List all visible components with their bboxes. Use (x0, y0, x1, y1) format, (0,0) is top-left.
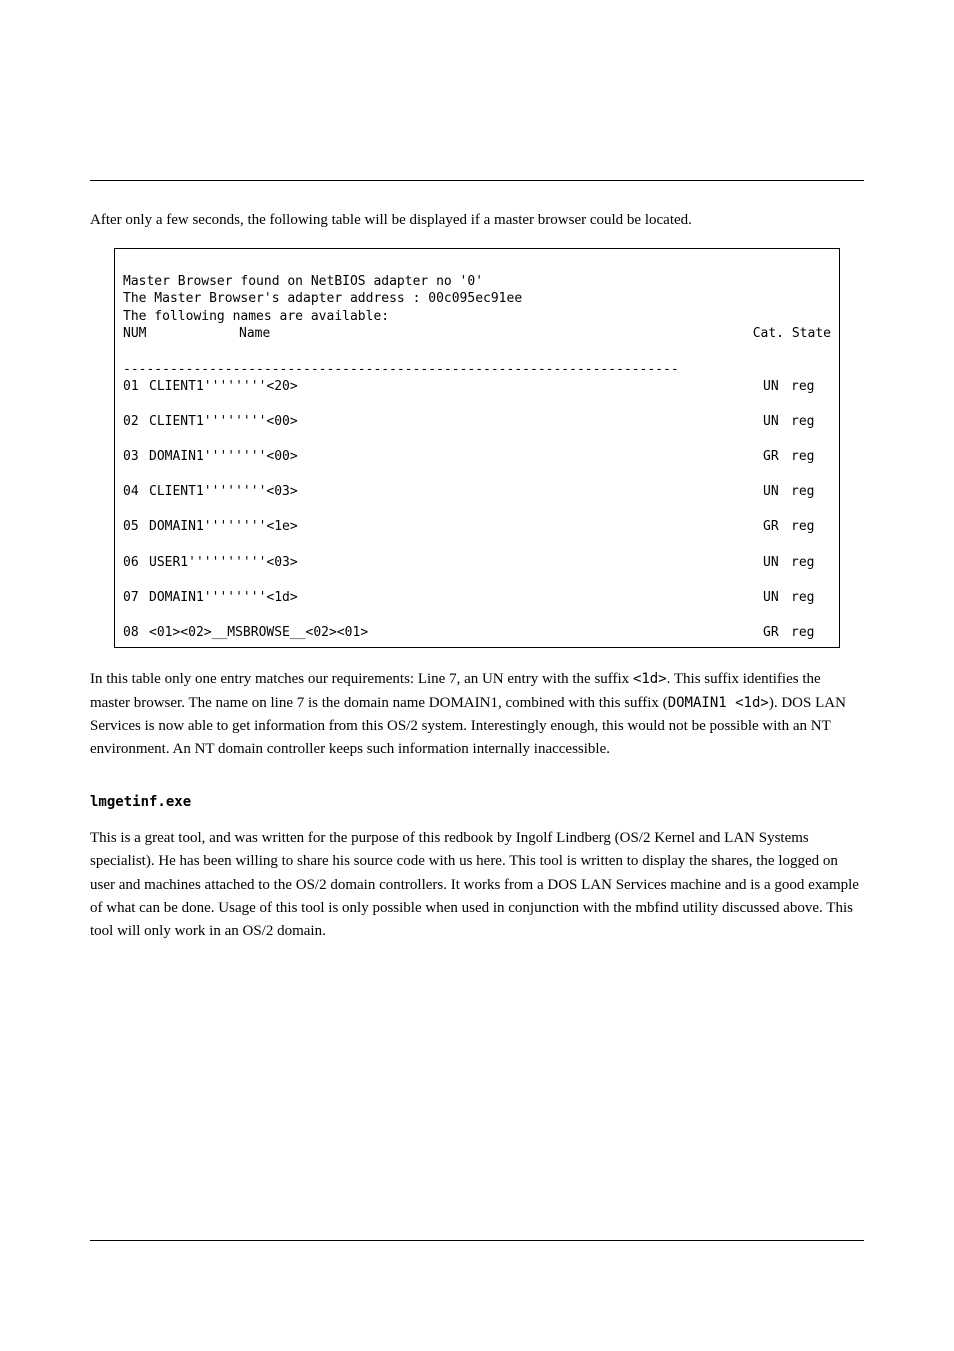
row-num: 05 (123, 518, 149, 536)
row-num: 01 (123, 378, 149, 396)
hdr-catstate: Cat. State (741, 325, 831, 343)
table-row: 06 USER1''''''''''<03>UN reg (123, 554, 831, 572)
table-row: 03 DOMAIN1''''''''<00>GR reg (123, 448, 831, 466)
hdr-num: NUM (123, 325, 149, 343)
codebox-rule: ----------------------------------------… (123, 362, 679, 377)
row-name: <01><02>__MSBROWSE__<02><01> (149, 624, 763, 642)
row-cat: UN (763, 554, 791, 572)
row-name: DOMAIN1''''''''<1e> (149, 518, 763, 536)
row-state: reg (791, 518, 831, 536)
row-num: 07 (123, 589, 149, 607)
table-row: 05 DOMAIN1''''''''<1e>GR reg (123, 518, 831, 536)
tool-heading: lmgetinf.exe (90, 791, 864, 813)
explain-para-2: This is a great tool, and was written fo… (90, 827, 864, 943)
row-state: reg (791, 483, 831, 501)
row-state: reg (791, 378, 831, 396)
row-num: 08 (123, 624, 149, 642)
row-cat: GR (763, 448, 791, 466)
tool-name: lmgetinf.exe (90, 794, 191, 810)
page-root: After only a few seconds, the following … (0, 0, 954, 1351)
row-state: reg (791, 448, 831, 466)
row-name: CLIENT1''''''''<03> (149, 483, 763, 501)
bottom-rule (90, 1240, 864, 1241)
netbios-table: Master Browser found on NetBIOS adapter … (114, 248, 840, 648)
table-row: 04 CLIENT1''''''''<03>UN reg (123, 483, 831, 501)
row-num: 03 (123, 448, 149, 466)
table-row: 01 CLIENT1''''''''<20>UN reg (123, 378, 831, 396)
row-cat: GR (763, 624, 791, 642)
top-rule (90, 180, 864, 181)
row-cat: GR (763, 518, 791, 536)
row-cat: UN (763, 413, 791, 431)
codebox-line: The Master Browser's adapter address : 0… (123, 291, 522, 306)
codebox-line: Master Browser found on NetBIOS adapter … (123, 274, 483, 289)
row-cat: UN (763, 483, 791, 501)
hdr-spacer (149, 325, 239, 343)
explain-para-1: In this table only one entry matches our… (90, 668, 864, 761)
row-name: CLIENT1''''''''<20> (149, 378, 763, 396)
table-row: 07 DOMAIN1''''''''<1d>UN reg (123, 589, 831, 607)
codebox-header: NUM NameCat. State (123, 325, 831, 343)
row-cat: UN (763, 589, 791, 607)
codebox-line: The following names are available: (123, 309, 389, 324)
row-state: reg (791, 554, 831, 572)
row-num: 06 (123, 554, 149, 572)
row-name: DOMAIN1''''''''<00> (149, 448, 763, 466)
table-row: 02 CLIENT1''''''''<00>UN reg (123, 413, 831, 431)
row-name: DOMAIN1''''''''<1d> (149, 589, 763, 607)
para1-pre: In this table only one entry matches our… (90, 671, 633, 687)
row-name: USER1''''''''''<03> (149, 554, 763, 572)
row-cat: UN (763, 378, 791, 396)
hdr-name: Name (239, 325, 741, 343)
row-name: CLIENT1''''''''<00> (149, 413, 763, 431)
row-num: 04 (123, 483, 149, 501)
row-state: reg (791, 413, 831, 431)
suffix-1d: <1d> (633, 671, 667, 687)
row-num: 02 (123, 413, 149, 431)
table-row: 08 <01><02>__MSBROWSE__<02><01>GR reg (123, 624, 831, 642)
row-state: reg (791, 624, 831, 642)
row-state: reg (791, 589, 831, 607)
intro-para: After only a few seconds, the following … (90, 209, 864, 232)
domain1-1d: DOMAIN1 <1d> (668, 695, 769, 711)
